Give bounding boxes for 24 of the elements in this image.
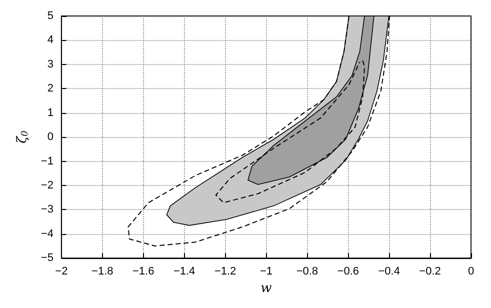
- y-tick-label: 3: [47, 58, 54, 70]
- x-tick-label: −0.2: [419, 266, 441, 278]
- x-tick-label: −0.8: [296, 266, 318, 278]
- y-tick-label: 1: [47, 106, 54, 119]
- y-tick-label: −5: [40, 252, 54, 264]
- y-tick-label: −4: [40, 228, 54, 240]
- x-tick-label: −1.2: [214, 266, 236, 278]
- y-tick-label: 5: [47, 10, 54, 22]
- x-tick-label: −2: [55, 266, 68, 278]
- x-axis-title: w: [260, 281, 272, 296]
- y-tick-label: −1: [40, 155, 54, 168]
- x-tick-label: −1: [260, 266, 272, 278]
- y-axis-title: ζ0: [15, 130, 30, 144]
- x-tick-label: −1.6: [132, 266, 154, 278]
- y-tick-label: 0: [47, 131, 54, 144]
- y-tick-label: 4: [47, 34, 54, 46]
- y-tick-label: −2: [40, 179, 54, 192]
- y-tick-label: −3: [40, 204, 54, 216]
- x-tick-label: 0: [468, 266, 474, 278]
- x-tick-label: −1.4: [173, 266, 196, 278]
- x-tick-label: −0.6: [337, 266, 359, 278]
- x-tick-label: −0.4: [378, 266, 400, 278]
- y-tick-label: 2: [47, 82, 54, 95]
- x-tick-label: −1.8: [92, 266, 114, 278]
